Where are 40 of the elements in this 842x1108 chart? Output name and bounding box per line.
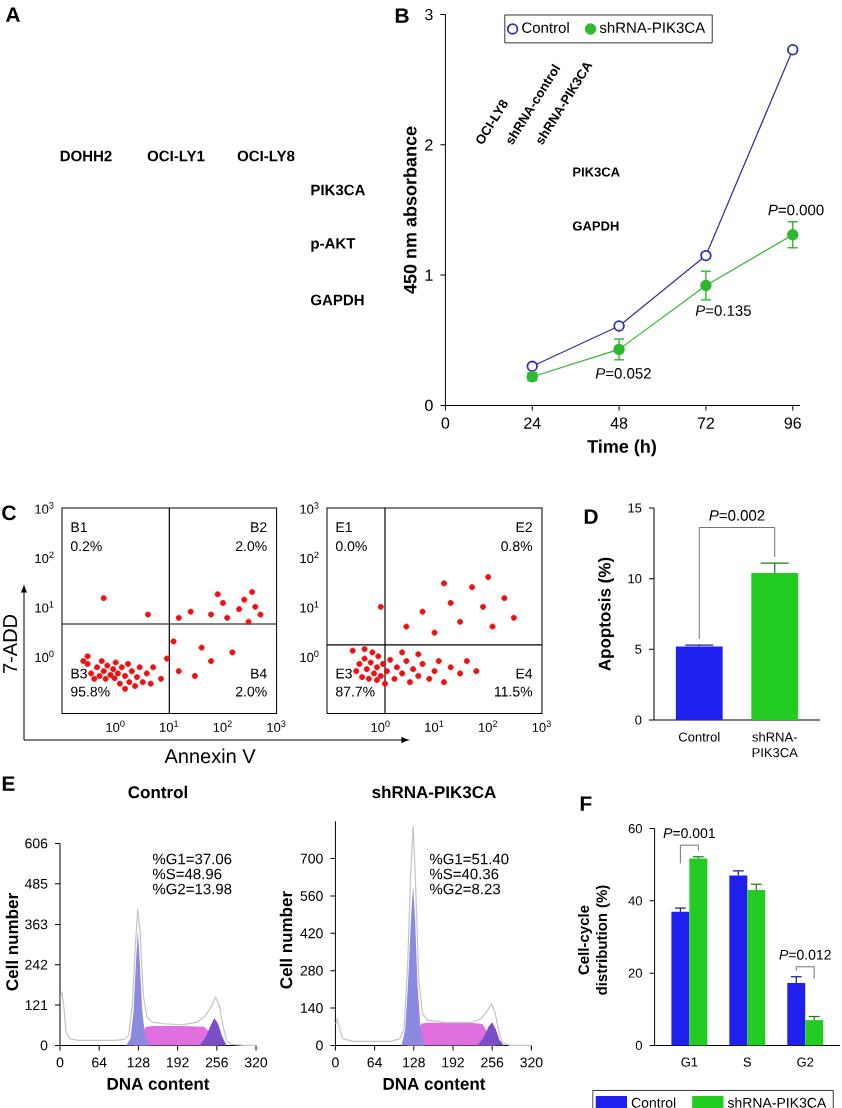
bar bbox=[747, 890, 766, 1046]
text: D bbox=[584, 509, 598, 524]
y-axis-title: Cell number bbox=[5, 893, 19, 991]
y-axis-title: 7-ADD bbox=[3, 614, 17, 673]
point bbox=[613, 343, 625, 356]
y-tick-label: 0 bbox=[425, 399, 433, 412]
y-tick-label: 3 bbox=[425, 8, 433, 21]
x-axis-title: Time (h) bbox=[587, 439, 656, 457]
point bbox=[700, 249, 712, 262]
y-axis-title: 450 nm absorbance bbox=[403, 126, 417, 294]
x-tick-label: 48 bbox=[610, 417, 628, 429]
y-tick-label: 2 bbox=[425, 139, 433, 151]
point bbox=[787, 44, 799, 56]
x-tick-label: 72 bbox=[697, 417, 714, 429]
bar bbox=[805, 1020, 824, 1046]
x-tick-label: 0 bbox=[441, 417, 450, 429]
point bbox=[526, 360, 538, 373]
x-axis-title: Annexin V bbox=[164, 748, 256, 764]
text: C bbox=[2, 505, 16, 521]
bar bbox=[671, 911, 690, 1046]
text: B bbox=[395, 8, 409, 23]
text: F bbox=[580, 796, 592, 811]
point bbox=[613, 320, 625, 332]
point bbox=[700, 279, 712, 292]
point bbox=[787, 229, 799, 241]
x-tick-label: 24 bbox=[524, 417, 541, 429]
line-series bbox=[335, 825, 532, 1046]
y-axis-title: Apoptosis (%) bbox=[598, 557, 614, 671]
y-axis-title: Cell number bbox=[279, 891, 293, 989]
text: A bbox=[5, 7, 20, 22]
x-tick-label: 96 bbox=[784, 417, 801, 429]
bar bbox=[787, 982, 806, 1046]
y-tick-label: 1 bbox=[425, 269, 433, 281]
x-axis-title: DNA content bbox=[383, 1078, 486, 1090]
text: E bbox=[2, 776, 15, 791]
x-axis-title: DNA content bbox=[107, 1078, 210, 1090]
bar bbox=[689, 858, 708, 1046]
bar bbox=[729, 875, 748, 1046]
chart-title: Control bbox=[128, 785, 187, 799]
chart-title: shRNA-PIK3CA bbox=[372, 785, 496, 799]
